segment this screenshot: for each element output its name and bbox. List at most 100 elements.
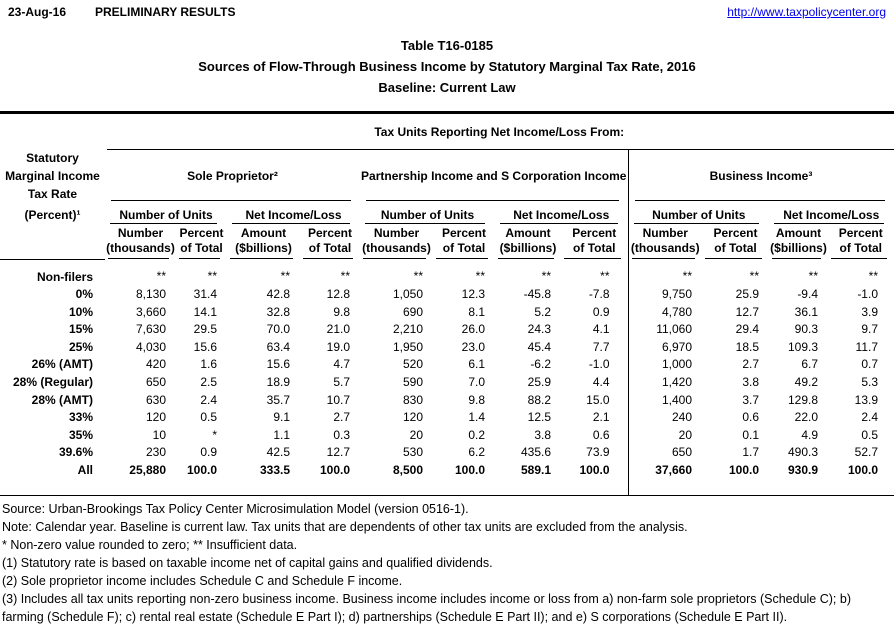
stub-header-line: (Percent)¹ [24, 207, 81, 222]
col-header-number-thousands: Number (thousands) [627, 224, 702, 259]
group-label: Sole Proprietor² [187, 168, 278, 183]
cell: -1.0 [857, 287, 878, 302]
cell: 0.5 [200, 410, 217, 425]
col-header-label: Number [117, 226, 164, 240]
cell: 15.6 [266, 357, 290, 372]
cell: 420 [145, 357, 166, 372]
cell: 100.0 [579, 463, 610, 478]
cell: 3.8 [742, 375, 759, 390]
cell: -1.0 [588, 357, 610, 372]
cell: 9.8 [468, 392, 485, 407]
col-header-label: (thousands) [106, 241, 175, 255]
cell: 12.8 [326, 287, 350, 302]
table-row: 33% 120 0.5 9.1 2.7 120 1.4 12.5 2.1 240 0.6 22.0 2.… [0, 409, 894, 427]
preliminary-status-label: PRELIMINARY RESULTS [95, 5, 236, 19]
stub-header-line: Tax Rate [27, 186, 78, 201]
cell: 42.5 [266, 445, 290, 460]
cell: 13.9 [854, 392, 878, 407]
table-number: Table T16-0185 [400, 38, 494, 53]
cell: ** [207, 269, 217, 284]
stub-header-line: Marginal Income [5, 168, 100, 183]
cell: 1.7 [742, 445, 759, 460]
table-row: 28% (AMT) 630 2.4 35.7 10.7 830 9.8 88.2 15.0 1,4… [0, 391, 894, 410]
col-header-label: of Total [308, 241, 352, 255]
col-header-label: Percent [179, 226, 224, 240]
cell: 9,750 [627, 286, 702, 304]
table-row: 10% 3,660 14.1 32.8 9.8 690 8.1 5.2 0.9 4,780 12.7… [0, 303, 894, 322]
cell: 9.7 [861, 322, 878, 337]
cell: 36.1 [794, 304, 818, 319]
table-row: 35% 10 * 1.1 0.3 20 0.2 3.8 0.6 20 0.1 4.9 0.5 [0, 426, 894, 445]
row-label: 28% (AMT) [31, 392, 93, 407]
table-row: 0% 8,130 31.4 42.8 12.8 1,050 12.3 -45.8 -7.8 9,7… [0, 286, 894, 304]
group-header-row: Sole Proprietor² Partnership Income and … [0, 150, 894, 201]
table-row: 28% (Regular) 650 2.5 18.9 5.7 590 7.0 25.9 4.4 1… [0, 374, 894, 392]
cell: 2.1 [592, 410, 610, 425]
subgroup-net-income-loss: Net Income/Loss [227, 201, 360, 224]
cell: 25.9 [735, 287, 759, 302]
col-header-label: of Total [442, 241, 486, 255]
cell: 73.9 [586, 445, 610, 460]
subgroup-header-row: Number of Units Net Income/Loss Number o… [0, 201, 894, 224]
col-header-label: ($billions) [235, 241, 292, 255]
cell: 1,950 [392, 339, 423, 354]
table-header: Statutory Marginal Income Tax Rate (Perc… [0, 114, 894, 260]
taxpolicycenter-link[interactable]: http://www.taxpolicycenter.org [727, 5, 886, 19]
cell: 5.2 [534, 304, 551, 319]
cell: * [212, 427, 217, 442]
subgroup-net-income-loss: Net Income/Loss [495, 201, 628, 224]
row-label: 10% [68, 304, 93, 319]
cell: 6.2 [468, 445, 485, 460]
cell: 3.8 [534, 427, 551, 442]
col-header-label: (thousands) [362, 241, 431, 255]
table-row: All 25,880 100.0 333.5 100.0 8,500 100.0 589.1 1… [0, 462, 894, 495]
col-header-label: Percent [307, 226, 353, 240]
stub-header: Statutory Marginal Income Tax Rate (Perc… [0, 114, 105, 260]
subgroup-number-of-units: Number of Units [105, 201, 227, 224]
cell: ** [808, 269, 818, 284]
cell: ** [868, 269, 878, 284]
row-label: 0% [75, 287, 93, 302]
footnote-3: (3) Includes all tax units reporting non… [2, 591, 851, 624]
cell: 930.9 [787, 463, 818, 478]
cell: 23.0 [461, 339, 485, 354]
cell: 14.1 [193, 304, 217, 319]
subgroup-label: Number of Units [119, 208, 213, 222]
row-label: Non-filers [36, 269, 93, 284]
row-label: 15% [68, 322, 93, 337]
cell: 120 [145, 410, 166, 425]
footnote-1: (1) Statutory rate is based on taxable i… [2, 555, 493, 570]
cell: 0.6 [742, 410, 759, 425]
subgroup-number-of-units: Number of Units [627, 201, 769, 224]
title-block: Table T16-0185 Sources of Flow-Through B… [0, 35, 894, 98]
cell: 1.6 [200, 357, 217, 372]
cell: 25.9 [527, 375, 551, 390]
cell: 0.9 [200, 445, 217, 460]
col-header-label: Percent [713, 226, 758, 240]
col-header-label: ($billions) [770, 241, 827, 255]
group-header-business-income: Business Income³ [627, 150, 894, 201]
group-header-sole-proprietor: Sole Proprietor² [105, 150, 360, 201]
col-header-label: Amount [775, 226, 822, 240]
cell: 100.0 [728, 463, 759, 478]
top-meta-bar: 23-Aug-16 PRELIMINARY RESULTS http://www… [0, 0, 894, 19]
col-header-label: Number [642, 226, 688, 240]
cell: 90.3 [794, 322, 818, 337]
cell: ** [156, 269, 166, 284]
row-label: All [77, 463, 93, 478]
cell: 129.8 [787, 392, 818, 407]
cell: 4.1 [592, 322, 610, 337]
col-header-percent-of-total: Percent of Total [176, 224, 227, 259]
cell: 5.3 [861, 375, 878, 390]
cell: 1,050 [392, 287, 423, 302]
row-label: 35% [68, 427, 93, 442]
calendar-note: Note: Calendar year. Baseline is current… [2, 519, 688, 534]
table-row: 25% 4,030 15.6 63.4 19.0 1,950 23.0 45.4 7.7 6,97… [0, 338, 894, 357]
cell: ** [280, 269, 290, 284]
cell: ** [749, 269, 759, 284]
cell: 0.5 [861, 427, 878, 442]
cell: 20 [409, 427, 423, 442]
cell: 1.1 [273, 427, 290, 442]
table-row: Non-filers ** ** ** ** ** ** ** ** ** ** ** ** [0, 259, 894, 287]
col-header-label: (thousands) [630, 241, 700, 255]
